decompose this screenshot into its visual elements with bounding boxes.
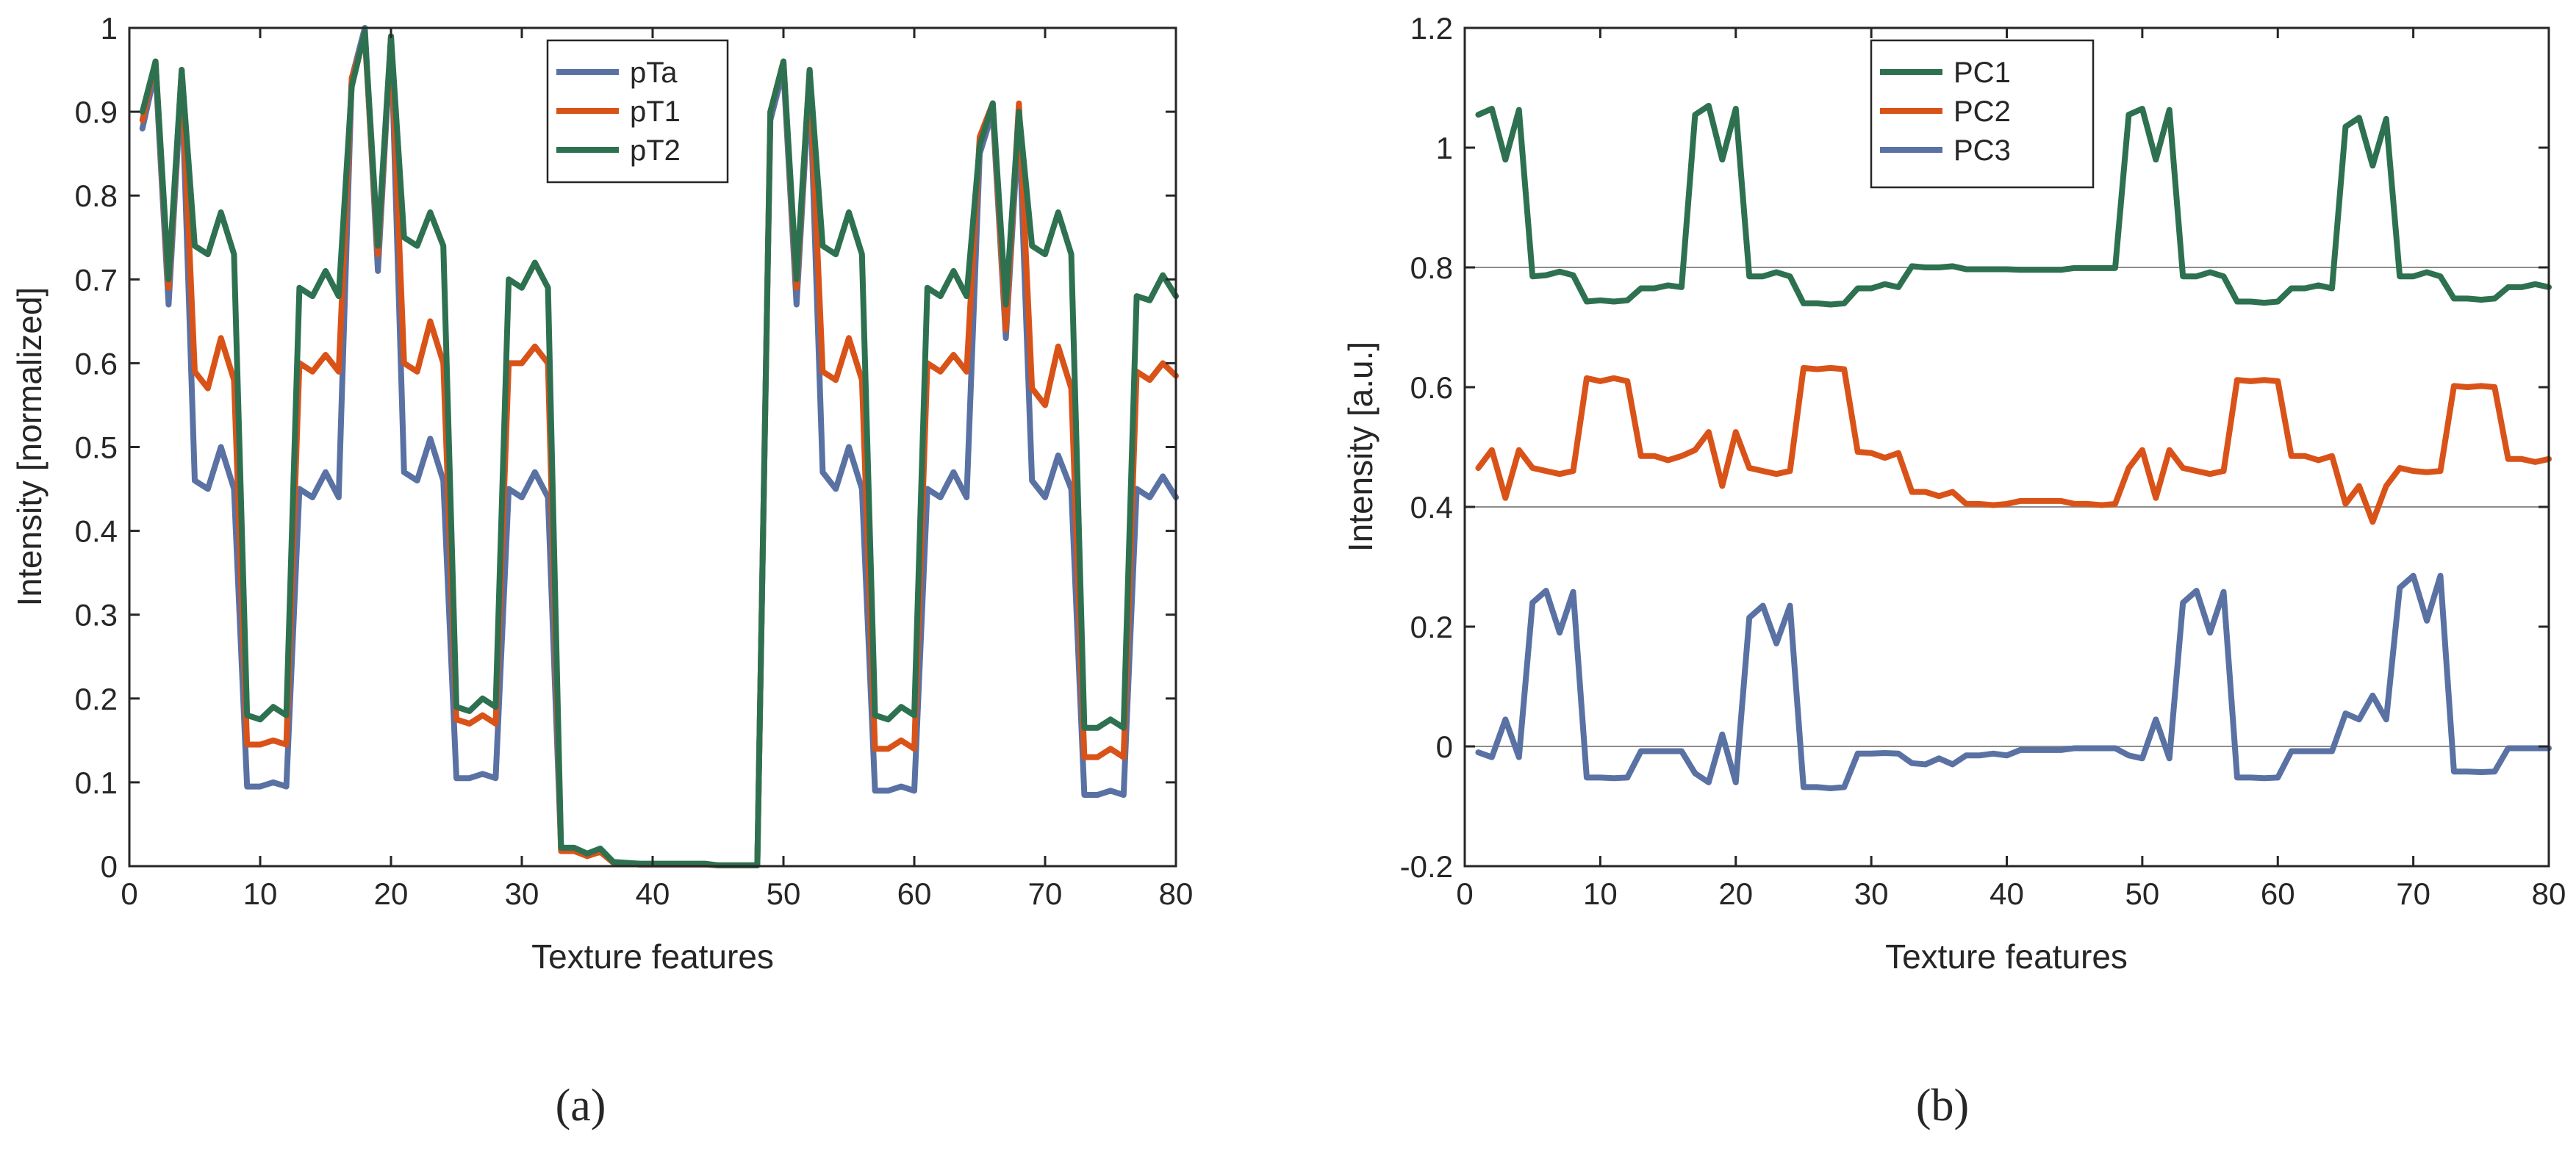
legend-label-PC1: PC1 xyxy=(1953,57,2011,89)
y-tick-label-b-4: 0.6 xyxy=(1410,370,1453,405)
legend-label-pT2: pT2 xyxy=(630,134,681,167)
x-axis-label-a: Texture features xyxy=(531,937,774,976)
y-tick-label-a-8: 0.8 xyxy=(75,179,118,213)
series-line-pT2 xyxy=(139,29,1179,868)
x-tick-label-b-3: 30 xyxy=(1854,876,1889,911)
x-ticks-a: 0 10 20 30 40 50 60 70 80 xyxy=(121,28,1193,911)
y-tick-label-a-1: 0.1 xyxy=(75,766,118,800)
legend-b: PC1 PC2 PC3 xyxy=(1870,39,2095,189)
x-tick-label-b-0: 0 xyxy=(1456,876,1473,911)
y-tick-label-a-0: 0 xyxy=(101,849,118,884)
x-tick-label-a-1: 10 xyxy=(243,876,278,911)
x-ticks-b: 0 10 20 30 40 50 60 70 80 xyxy=(1456,28,2566,911)
x-tick-label-b-4: 40 xyxy=(1990,876,2024,911)
x-tick-label-a-6: 60 xyxy=(897,876,932,911)
y-tick-label-a-10: 1 xyxy=(101,11,118,46)
y-tick-label-a-3: 0.3 xyxy=(75,598,118,633)
x-tick-label-b-7: 70 xyxy=(2396,876,2430,911)
x-tick-label-a-0: 0 xyxy=(121,876,137,911)
legend-label-PC3: PC3 xyxy=(1953,134,2011,167)
x-tick-label-a-7: 70 xyxy=(1028,876,1063,911)
legend-a: pTa pT1 pT2 xyxy=(546,39,729,184)
x-tick-label-a-4: 40 xyxy=(636,876,670,911)
x-tick-label-b-6: 60 xyxy=(2261,876,2295,911)
x-tick-label-b-2: 20 xyxy=(1718,876,1753,911)
y-axis-label-a: Intensity [normalized] xyxy=(10,287,49,607)
series-line-PC3 xyxy=(1475,572,2552,792)
series-line-PC1 xyxy=(1475,102,2552,308)
chart-panel-b: 0 10 20 30 40 50 60 70 80 -0.200.20.40.60.811.2 … xyxy=(1341,11,2566,1131)
y-tick-label-b-6: 1 xyxy=(1436,131,1453,165)
series-lines-a xyxy=(139,25,1179,868)
x-tick-label-a-5: 50 xyxy=(767,876,801,911)
x-tick-label-b-8: 80 xyxy=(2532,876,2566,911)
y-tick-label-b-0: -0.2 xyxy=(1400,849,1453,884)
y-tick-label-a-2: 0.2 xyxy=(75,682,118,716)
chart-panel-a: 0 10 20 30 40 50 60 70 80 0 0.1 0.2 0.3 0.4 0.5 0.6 0.7… xyxy=(10,11,1193,1131)
y-tick-label-b-2: 0.2 xyxy=(1410,610,1453,644)
y-tick-label-b-7: 1.2 xyxy=(1410,11,1453,46)
y-tick-label-a-9: 0.9 xyxy=(75,95,118,129)
y-axis-label-b: Intensity [a.u.] xyxy=(1341,342,1380,552)
panel-label-b: (b) xyxy=(1916,1081,1969,1131)
series-lines-b xyxy=(1475,102,2552,792)
x-axis-label-b: Texture features xyxy=(1885,937,2128,976)
legend-label-pTa: pTa xyxy=(630,57,678,89)
y-tick-label-b-5: 0.8 xyxy=(1410,251,1453,285)
x-tick-label-a-2: 20 xyxy=(374,876,409,911)
y-tick-label-a-5: 0.5 xyxy=(75,431,118,465)
panel-label-a: (a) xyxy=(556,1081,606,1131)
x-tick-label-b-5: 50 xyxy=(2125,876,2160,911)
y-ticks-b: -0.2 0 0.2 0.4 0.6 0.8 1 1.2 xyxy=(1400,11,2549,884)
x-tick-label-a-8: 80 xyxy=(1159,876,1194,911)
legend-label-pT1: pT1 xyxy=(630,96,681,128)
y-tick-label-b-1: 0 xyxy=(1436,730,1453,764)
y-ticks-a: 0 0.1 0.2 0.3 0.4 0.5 0.6 0.7 0.8 0.9 1 xyxy=(75,11,1176,884)
series-line-PC2 xyxy=(1475,364,2552,525)
y-tick-label-a-7: 0.7 xyxy=(75,262,118,297)
legend-label-PC2: PC2 xyxy=(1953,96,2011,128)
y-tick-label-a-4: 0.4 xyxy=(75,514,118,549)
x-tick-label-b-1: 10 xyxy=(1583,876,1618,911)
y-tick-label-a-6: 0.6 xyxy=(75,346,118,381)
y-tick-label-b-3: 0.4 xyxy=(1410,490,1453,525)
x-tick-label-a-3: 30 xyxy=(505,876,539,911)
